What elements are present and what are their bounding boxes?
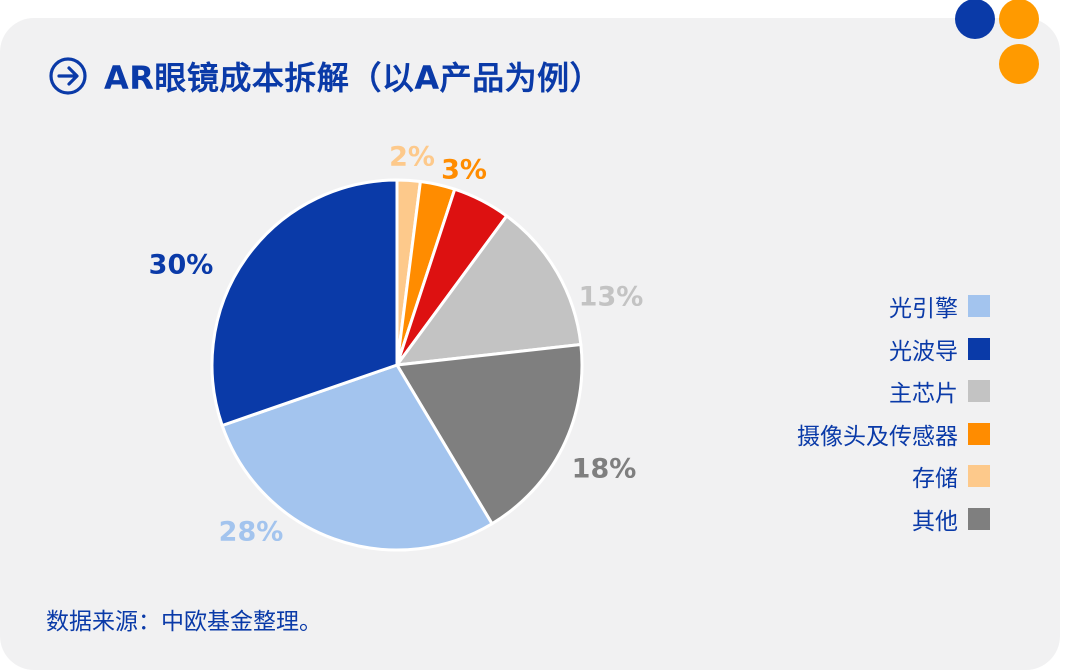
legend-label: 存储	[912, 466, 958, 492]
legend-label: 主芯片	[889, 381, 958, 407]
pie-data-label: 13%	[579, 282, 644, 313]
legend-item: 摄像头及传感器	[797, 420, 990, 450]
pie-data-label: 2%	[389, 142, 435, 173]
legend-item: 光引擎	[797, 292, 990, 322]
pie-data-label: 3%	[441, 155, 487, 186]
title-row: AR眼镜成本拆解（以A产品为例）	[48, 52, 602, 100]
pie-labels: 2% 3% 13% 18% 28% 30%	[149, 142, 644, 548]
pie-slice-5	[220, 363, 494, 552]
pie-slice-3	[395, 214, 583, 367]
legend-swatch	[968, 337, 990, 360]
legend-item: 存储	[797, 462, 990, 492]
pie-data-label: 18%	[572, 454, 637, 485]
legend: 光引擎光波导主芯片摄像头及传感器存储其他	[797, 292, 990, 547]
legend-label: 其他	[912, 508, 958, 535]
legend-label: 光引擎	[889, 296, 958, 322]
pie-slice-4	[395, 342, 584, 526]
pie-slices	[210, 178, 584, 552]
legend-label: 摄像头及传感器	[797, 423, 958, 450]
legend-label: 光波导	[889, 338, 958, 365]
dot-blue	[955, 0, 995, 39]
pie-data-label: 28%	[219, 517, 284, 548]
dot-orange-1	[999, 0, 1039, 39]
legend-item: 光波导	[797, 335, 990, 365]
legend-item: 其他	[797, 505, 990, 535]
legend-swatch	[968, 465, 990, 487]
legend-item: 主芯片	[797, 377, 990, 407]
page-title: AR眼镜成本拆解（以A产品为例）	[104, 59, 603, 97]
source-note: 数据来源：中欧基金整理。	[46, 609, 322, 635]
arrow-right-circle-icon	[49, 57, 87, 95]
decorative-dots	[955, 0, 1039, 84]
pie-data-label: 30%	[149, 250, 214, 281]
legend-swatch	[968, 380, 990, 402]
legend-swatch	[968, 295, 990, 317]
dot-orange-2	[999, 44, 1039, 84]
legend-swatch	[968, 507, 990, 530]
legend-swatch	[968, 422, 990, 445]
pie-slice-6	[210, 178, 399, 428]
